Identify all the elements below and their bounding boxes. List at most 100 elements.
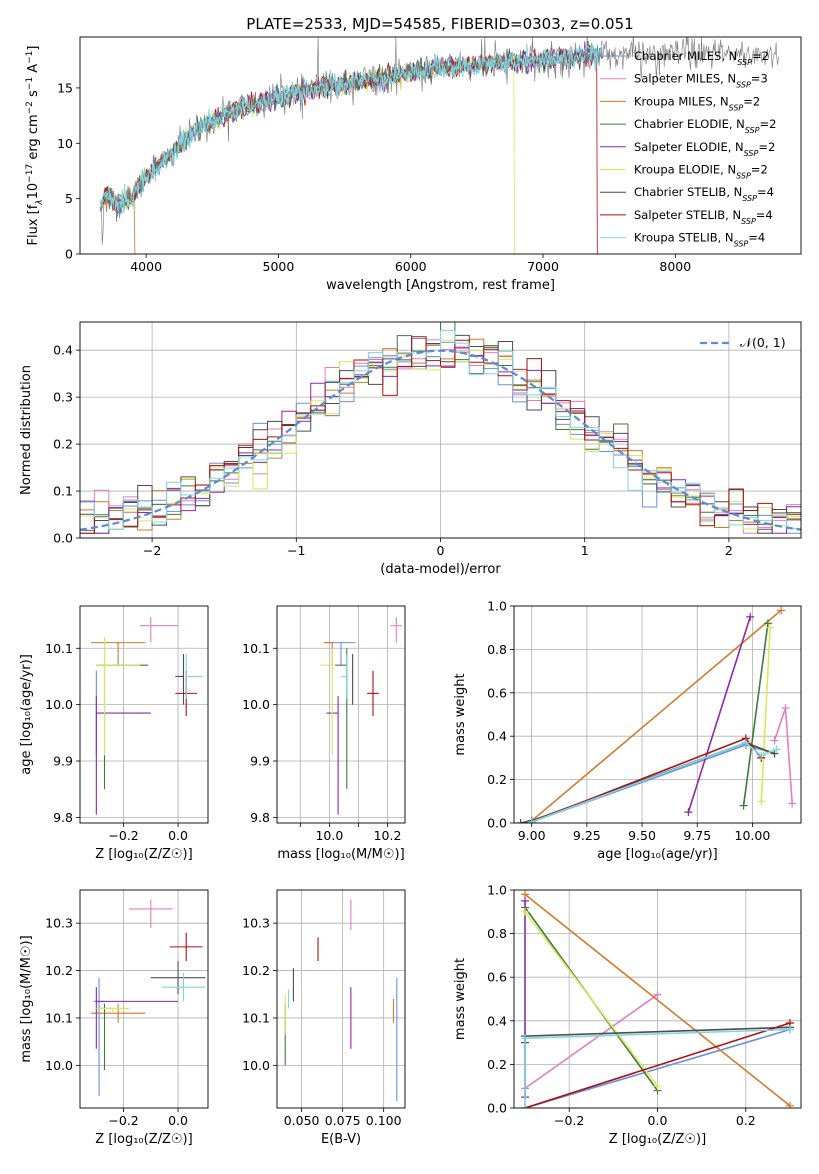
plus-marker bbox=[757, 797, 766, 806]
mass-vs-ebv-frame bbox=[276, 889, 406, 1109]
y-tick-label: 5 bbox=[65, 191, 73, 206]
plus-marker bbox=[746, 612, 755, 621]
histogram-kroupa-stelib bbox=[80, 330, 801, 530]
spectrum-frame bbox=[79, 36, 802, 255]
legend-sub: SSP bbox=[736, 80, 751, 89]
massweight-vs-age-plot-area bbox=[516, 606, 797, 823]
plus-marker bbox=[684, 808, 693, 817]
x-tick-label: 2 bbox=[725, 543, 733, 558]
legend-entry: Kroupa MILES, NSSP=2 bbox=[634, 94, 760, 112]
errorbar-salpeter-stelib bbox=[169, 932, 203, 962]
y-tick-label: 0.6 bbox=[487, 970, 507, 985]
age-vs-Z-frame bbox=[79, 605, 209, 824]
residuals-y-axis-label: Normed distribution bbox=[19, 365, 34, 495]
legend-entry: Kroupa STELIB, NSSP=4 bbox=[634, 231, 765, 249]
panel-massweight-vs-age: 9.00 9.25 9.50 9.75 10.00 0.0 0.2 0.4 0.6 0.8 1.0 a… bbox=[453, 599, 802, 862]
y-tick-label: 0.3 bbox=[53, 390, 73, 405]
y-label-part: 10 bbox=[26, 183, 41, 200]
legend-sub: SSP bbox=[745, 126, 760, 135]
legend-label: Salpeter ELODIE, N bbox=[634, 140, 744, 154]
spectrum-plot-area bbox=[99, 37, 779, 254]
x-tick-label: 0.100 bbox=[366, 1113, 402, 1128]
errorbar-chabrier-miles bbox=[93, 977, 105, 1097]
y-tick-label: 10.1 bbox=[45, 1010, 73, 1025]
x-tick-label: 10.0 bbox=[315, 828, 343, 843]
legend-n-value: 4 bbox=[767, 185, 774, 199]
mass-vs-Z-x-axis-label: Z [log₁₀(Z/Z☉)] bbox=[95, 1132, 192, 1147]
legend-sub: SSP bbox=[734, 239, 749, 248]
x-tick-label: 8000 bbox=[659, 259, 691, 274]
y-tick-label: 0.2 bbox=[487, 772, 507, 787]
x-tick-label: 0.0 bbox=[168, 828, 188, 843]
legend-entry: Salpeter STELIB, NSSP=4 bbox=[634, 208, 773, 226]
y-tick-label: 0.4 bbox=[487, 729, 507, 744]
y-label-part: −17 bbox=[25, 164, 35, 183]
line-salpeter-stelib bbox=[524, 1022, 791, 1108]
errorbar-kroupa-elodie bbox=[96, 1007, 130, 1014]
legend-n: = bbox=[760, 117, 770, 131]
line-chabrier-miles bbox=[531, 744, 775, 823]
age-vs-Z-y-axis-label: age [log₁₀(age/yr)] bbox=[19, 654, 34, 775]
errorbar-chabrier-miles bbox=[326, 642, 356, 666]
massweight-vs-Z-grid bbox=[514, 889, 801, 1109]
errorbar-salpeter-elodie bbox=[95, 696, 151, 815]
line-chabrier-miles bbox=[524, 1028, 791, 1108]
errorbar-kroupa-stelib bbox=[341, 653, 348, 699]
massweight-vs-Z-y-axis-label: mass weight bbox=[453, 958, 468, 1040]
legend-n: = bbox=[743, 94, 753, 108]
legend-sub: SSP bbox=[737, 58, 752, 67]
plus-marker bbox=[653, 990, 662, 999]
plus-marker bbox=[741, 738, 750, 747]
y-tick-label: 10.2 bbox=[242, 963, 270, 978]
legend-sub: SSP bbox=[744, 148, 759, 157]
x-tick-label: −0.2 bbox=[108, 1113, 138, 1128]
mass-vs-ebv-x-axis-label: E(B-V) bbox=[321, 1132, 361, 1147]
legend-label: Chabrier STELIB, N bbox=[634, 185, 742, 199]
legend-label: Kroupa STELIB, N bbox=[634, 231, 734, 245]
y-label-part: erg cm bbox=[26, 114, 41, 163]
y-tick-label: 15 bbox=[57, 80, 73, 95]
plus-marker bbox=[785, 1025, 794, 1034]
legend-entry: Kroupa ELODIE, NSSP=2 bbox=[634, 163, 768, 181]
mass-vs-Z-frame bbox=[79, 889, 209, 1109]
errorbar-kroupa-stelib bbox=[161, 972, 206, 1002]
panel-mass-vs-Z: −0.2 0.0 10.0 10.1 10.2 10.3 Z [log₁₀(Z/Z☉)] ma… bbox=[19, 889, 209, 1147]
plus-marker bbox=[516, 819, 525, 823]
plus-marker bbox=[757, 751, 766, 760]
x-tick-label: 1 bbox=[581, 543, 589, 558]
x-tick-label: 7000 bbox=[527, 259, 559, 274]
x-tick-label: 9.50 bbox=[628, 828, 656, 843]
legend-sub: SSP bbox=[741, 216, 756, 225]
legend-label: Salpeter STELIB, N bbox=[634, 208, 741, 222]
errorbar-chabrier-stelib bbox=[150, 961, 206, 995]
model-line-chabrier-elodie bbox=[100, 40, 603, 214]
spectrum-title: PLATE=2533, MJD=54585, FIBERID=0303, z=0… bbox=[246, 15, 633, 33]
errorbar-salpeter-miles bbox=[390, 617, 403, 643]
line-kroupa-elodie bbox=[524, 911, 659, 1087]
massweight-vs-Z-x-axis-label: Z [log₁₀(Z/Z☉)] bbox=[609, 1132, 706, 1147]
mass-vs-Z-y-axis-label: mass [log₁₀(M/M☉)] bbox=[19, 935, 34, 1062]
massweight-vs-Z-plot-area bbox=[521, 890, 794, 1108]
massweight-vs-age-frame bbox=[513, 605, 802, 824]
y-tick-label: 0.1 bbox=[53, 484, 73, 499]
model-line-kroupa-elodie bbox=[101, 52, 515, 254]
errorbar-kroupa-stelib bbox=[185, 653, 203, 699]
legend-n-value: 4 bbox=[765, 208, 772, 222]
x-tick-label: 4000 bbox=[130, 259, 162, 274]
y-tick-label: 9.8 bbox=[250, 810, 270, 825]
massweight-vs-age-x-axis-label: age [log₁₀(age/yr)] bbox=[597, 847, 718, 862]
plus-marker bbox=[766, 623, 775, 632]
histogram-salpeter-stelib bbox=[80, 336, 801, 534]
y-label-part: ] bbox=[26, 46, 41, 51]
age-vs-mass-x-axis-label: mass [log₁₀(M/M☉)] bbox=[277, 847, 404, 862]
y-tick-label: 1.0 bbox=[487, 599, 507, 614]
normal-curve bbox=[80, 349, 801, 531]
plus-marker bbox=[653, 1082, 662, 1091]
plus-marker bbox=[521, 1034, 530, 1043]
residuals-x-axis-label: (data-model)/error bbox=[380, 562, 501, 577]
y-tick-label: 10.2 bbox=[45, 963, 73, 978]
residuals-frame bbox=[79, 321, 802, 539]
legend-n: = bbox=[751, 163, 761, 177]
y-tick-label: 10.3 bbox=[242, 916, 270, 931]
